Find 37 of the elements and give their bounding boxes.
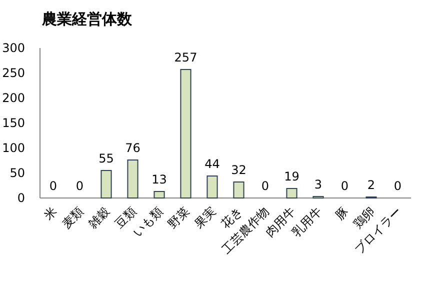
x-tick-label: 米 [40,204,60,223]
data-label: 55 [98,152,114,166]
data-label: 0 [261,179,270,193]
x-tick-label: 鶏卵 [350,204,378,232]
x-tick-label: 麦類 [59,204,86,232]
data-label: 19 [284,170,300,184]
bar [180,69,192,198]
data-label: 32 [231,163,246,177]
bar [154,191,165,198]
data-label: 0 [340,179,349,193]
data-label: 13 [152,172,167,186]
data-label: 0 [76,179,84,193]
bar [286,188,298,198]
bar [206,176,218,198]
x-tick-label: 果実 [192,204,218,232]
y-tick-label: 100 [2,141,25,155]
data-label: 3 [314,178,322,192]
data-label: 2 [367,178,376,192]
x-tick-label: 豚 [332,204,351,223]
data-label: 0 [394,179,402,193]
y-tick-label: 200 [2,91,25,105]
x-tick-label: 野菜 [165,204,192,232]
chart-title: 農業経営体数 [41,10,133,28]
data-label: 44 [204,157,220,171]
y-tick-label: 300 [2,41,25,55]
y-tick-label: 50 [10,166,25,180]
bar [100,170,112,198]
y-tick-label: 0 [17,191,25,205]
x-tick-label: 雑穀 [86,204,112,232]
bar [233,182,244,198]
bar [127,160,138,198]
y-tick-label: 250 [2,66,25,80]
data-label: 76 [125,141,140,155]
x-tick-label: 豆類 [112,204,139,232]
data-label: 0 [49,179,58,193]
data-label: 257 [174,50,198,64]
y-tick-label: 150 [2,116,25,130]
